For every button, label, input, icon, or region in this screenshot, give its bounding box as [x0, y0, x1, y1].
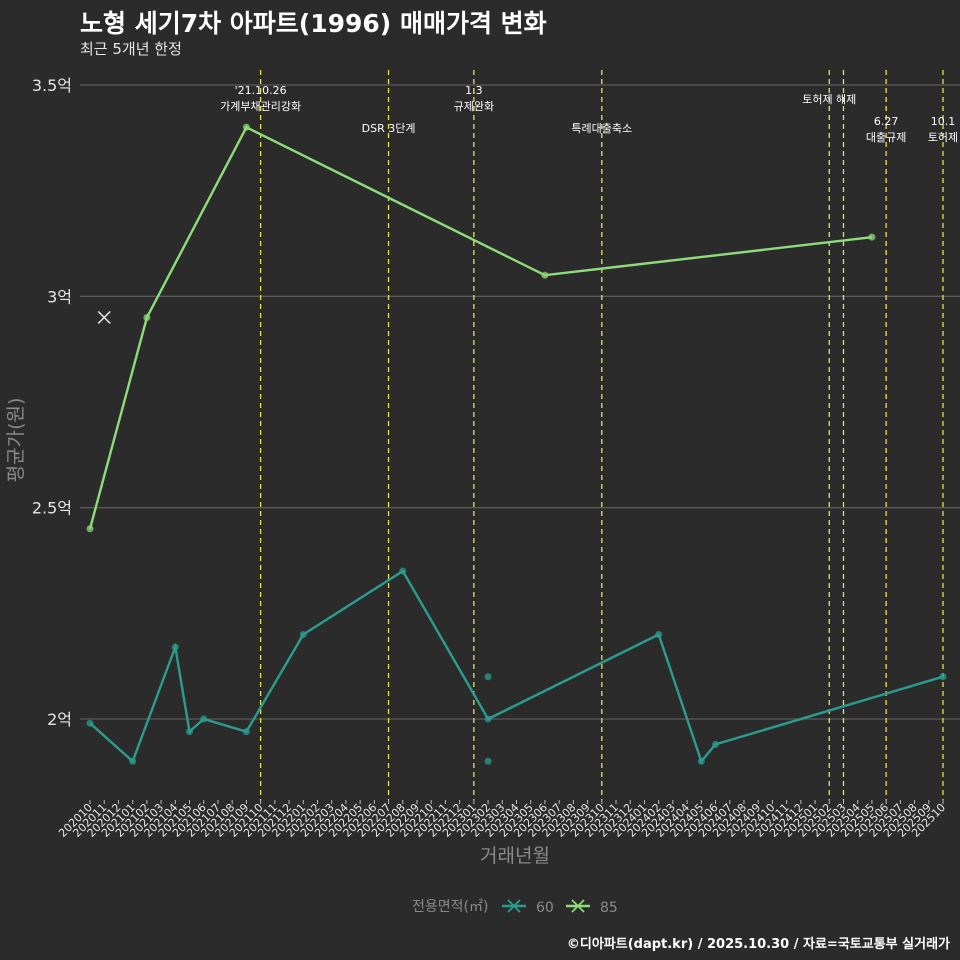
data-point-60: [200, 715, 208, 723]
data-point-60: [399, 567, 407, 575]
y-tick-label: 3.5억: [32, 76, 72, 95]
event-annotation: 가계부채관리강화: [220, 100, 301, 113]
y-tick-label: 2.5억: [32, 499, 72, 518]
data-point-60: [697, 757, 705, 765]
event-annotation: 특례대출축소: [571, 122, 632, 135]
data-point-60: [86, 719, 94, 727]
cross-marker-85: [97, 310, 111, 324]
series-line-60: [89, 569, 944, 764]
data-point-85: [868, 233, 876, 241]
y-axis: 2억 2.5억 3억 3.5억: [32, 76, 72, 729]
y-axis-title: 평균가(원): [5, 398, 27, 483]
legend: 전용면적(㎡) 60 85: [412, 899, 618, 916]
chart-title: 노형 세기7차 아파트(1996) 매매가격 변화: [80, 9, 547, 38]
source-caption: ©디아파트(dapt.kr) / 2025.10.30 / 자료=국토교통부 실…: [566, 937, 950, 952]
legend-key-60: 60: [502, 899, 554, 916]
series-line-85: [88, 125, 873, 530]
event-annotation: 6.27: [874, 115, 899, 128]
cross-stroke: [97, 310, 111, 324]
x-axis: 2020102020112020122021012021022021032021…: [56, 800, 948, 840]
data-point-60: [299, 630, 307, 638]
legend-key-85: 85: [566, 899, 618, 916]
data-point-85: [143, 313, 151, 321]
data-point-60: [186, 728, 194, 736]
legend-label-85: 85: [600, 900, 618, 916]
series-layer: [86, 123, 947, 765]
data-point-60: [712, 740, 720, 748]
data-point-60: [939, 673, 947, 681]
y-tick-label: 3억: [47, 287, 72, 306]
data-point-85: [242, 123, 250, 131]
event-annotation: 1.3: [465, 84, 483, 97]
event-annotation: 규제완화: [454, 100, 494, 113]
data-point-60: [171, 643, 179, 651]
grid-layer: [80, 84, 960, 720]
data-point-60: [484, 757, 492, 765]
y-tick-label: 2억: [47, 710, 72, 729]
data-point-60: [129, 757, 137, 765]
data-point-60: [484, 715, 492, 723]
legend-swatch-cross: [507, 899, 521, 913]
data-point-85: [541, 271, 549, 279]
data-point-60: [242, 728, 250, 736]
legend-swatch-cross: [571, 899, 585, 913]
event-annotation: 토허제 해제: [802, 92, 856, 106]
x-axis-title: 거래년월: [480, 845, 550, 867]
event-annotation: 대출규제: [866, 131, 906, 144]
chart-subtitle: 최근 5개년 한정: [80, 40, 182, 58]
data-point-60: [484, 673, 492, 681]
legend-label-60: 60: [536, 900, 554, 916]
event-annotation: DSR 3단계: [362, 122, 416, 135]
data-point-60: [655, 630, 663, 638]
event-annotation: 10.1: [931, 115, 956, 128]
event-annotation: '21.10.26: [235, 84, 287, 97]
data-point-85: [86, 525, 94, 533]
legend-title: 전용면적(㎡): [412, 899, 488, 915]
event-annotation: 토허제: [928, 131, 958, 144]
